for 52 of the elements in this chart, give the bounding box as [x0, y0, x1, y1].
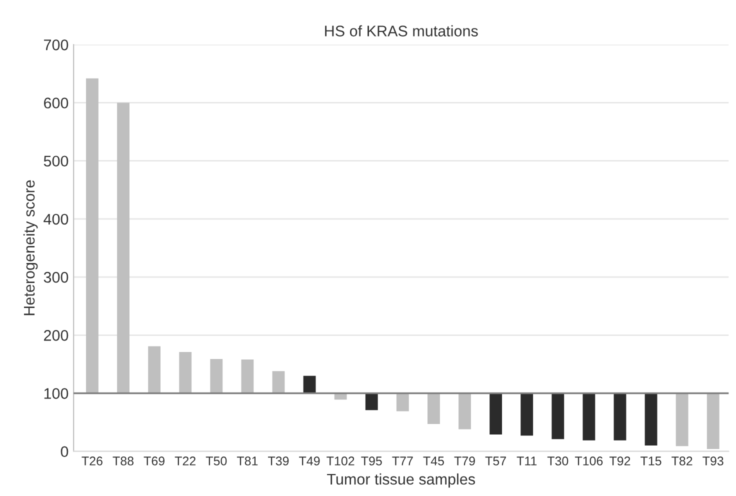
- x-tick-label: T81: [236, 456, 258, 466]
- bar: [365, 393, 378, 410]
- x-tick-label: T88: [112, 456, 134, 466]
- x-tick-label: T77: [392, 456, 413, 466]
- x-tick-label: T102: [326, 456, 354, 466]
- bar: [148, 346, 161, 394]
- y-tick-label: 300: [44, 272, 68, 283]
- x-tick-label: T79: [454, 456, 475, 466]
- bar: [241, 360, 254, 394]
- bar: [490, 393, 502, 435]
- chart-title: HS of KRAS mutations: [325, 25, 478, 36]
- x-tick-label: T30: [547, 456, 568, 466]
- bar: [706, 393, 720, 450]
- x-axis-title: Tumor tissue samples: [327, 473, 475, 488]
- bar: [614, 393, 626, 440]
- x-tick-label: T45: [423, 456, 444, 466]
- bar: [86, 78, 98, 394]
- bar: [644, 393, 658, 446]
- x-tick-label: T92: [609, 456, 630, 466]
- x-tick-label: T22: [174, 456, 196, 466]
- x-tick-label: T57: [485, 456, 506, 466]
- bar: [303, 376, 316, 394]
- bar: [520, 393, 534, 436]
- bar: [582, 393, 596, 440]
- y-tick-label: 400: [44, 214, 68, 225]
- y-tick-label: 600: [44, 98, 68, 108]
- y-tick-label: 500: [44, 156, 68, 167]
- bar: [396, 393, 409, 412]
- y-axis-title: Heterogeneity score: [23, 180, 38, 316]
- x-tick-label: T11: [516, 456, 537, 466]
- x-tick-label: T69: [144, 456, 164, 466]
- x-tick-label: T26: [82, 456, 102, 466]
- x-tick-label: T82: [672, 456, 692, 466]
- bar: [552, 393, 564, 440]
- y-tick-label: 200: [44, 330, 68, 341]
- bar: [428, 393, 440, 424]
- bar: [210, 358, 223, 394]
- x-tick-label: T50: [206, 456, 227, 466]
- bar: [676, 393, 688, 446]
- x-tick-label: T39: [268, 456, 289, 466]
- x-tick-label: T95: [361, 456, 382, 466]
- y-tick-label: 0: [60, 446, 68, 458]
- bar: [272, 371, 285, 394]
- y-tick-label: 100: [44, 388, 68, 399]
- y-tick-label: 700: [44, 40, 68, 50]
- bar: [117, 102, 130, 394]
- x-tick-label: T106: [574, 456, 603, 466]
- bar: [458, 393, 471, 430]
- x-tick-label: T15: [640, 456, 662, 466]
- x-tick-label: T93: [702, 456, 724, 466]
- x-tick-label: T49: [299, 456, 320, 466]
- bar: [179, 352, 192, 394]
